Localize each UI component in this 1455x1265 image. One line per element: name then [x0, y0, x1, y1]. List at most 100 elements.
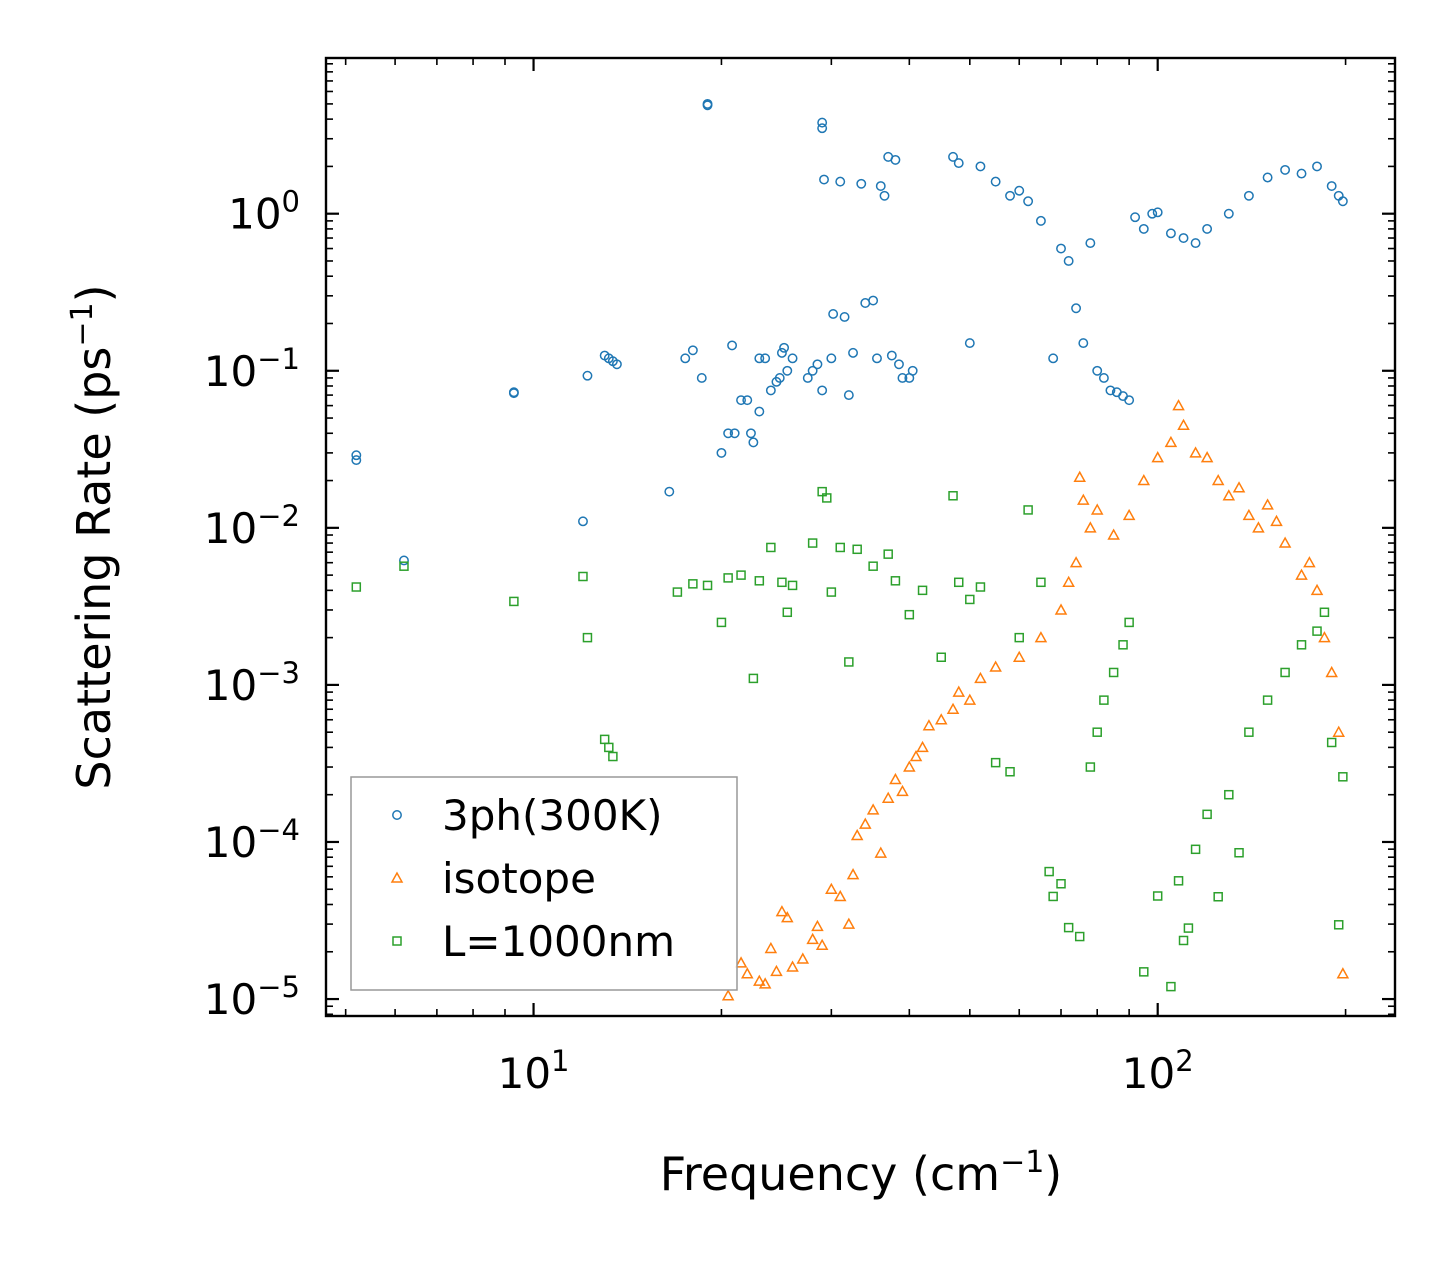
- data-point: [1262, 172, 1273, 183]
- data-point: [807, 538, 818, 548]
- data-point: [802, 373, 813, 383]
- data-point: [1333, 920, 1344, 930]
- data-point: [734, 956, 748, 968]
- data-point: [1173, 876, 1184, 886]
- data-point: [842, 917, 856, 929]
- data-point: [1023, 196, 1034, 207]
- data-point: [1152, 207, 1163, 218]
- data-point: [1023, 505, 1033, 515]
- data-point: [846, 868, 860, 880]
- data-point: [611, 359, 622, 370]
- data-point: [856, 178, 867, 189]
- y-tick-label: 10−2: [204, 499, 300, 553]
- data-point: [826, 587, 837, 597]
- data-point: [754, 406, 765, 417]
- data-point: [1337, 196, 1348, 207]
- data-point: [1130, 212, 1141, 223]
- data-point: [1074, 931, 1085, 942]
- data-point: [807, 365, 818, 376]
- data-point: [1164, 435, 1178, 448]
- data-point: [886, 350, 897, 361]
- series-l-1000nm: [351, 486, 1348, 992]
- data-point: [736, 395, 746, 406]
- data-point: [351, 582, 362, 592]
- data-point: [1177, 418, 1190, 430]
- data-point: [508, 388, 519, 399]
- data-point: [839, 312, 850, 322]
- data-point: [1063, 256, 1074, 266]
- data-point: [1318, 631, 1331, 643]
- data-point: [1099, 695, 1109, 705]
- data-point: [765, 385, 776, 396]
- data-point: [819, 174, 829, 185]
- y-tick-label: 10−4: [204, 813, 300, 867]
- data-point: [1044, 866, 1054, 877]
- data-point: [1166, 981, 1176, 992]
- data-point: [1303, 556, 1316, 568]
- data-point: [1098, 373, 1109, 383]
- data-point: [990, 176, 1001, 187]
- data-point: [963, 693, 977, 705]
- series-isotope: [721, 399, 1350, 1001]
- y-tick-label: 100: [228, 185, 300, 239]
- data-point: [1012, 650, 1026, 662]
- data-point: [1034, 631, 1048, 643]
- data-point: [578, 571, 588, 582]
- data-point: [1073, 470, 1086, 482]
- data-point: [890, 154, 901, 165]
- data-point: [1338, 772, 1348, 782]
- legend-label: L=1000nm: [442, 917, 675, 966]
- data-point: [835, 176, 846, 187]
- data-point: [975, 161, 986, 172]
- y-axis-label: Scattering Rate (ps−1): [65, 284, 121, 789]
- data-point: [1224, 789, 1234, 800]
- data-point: [835, 542, 845, 553]
- data-point: [770, 964, 783, 977]
- data-point: [1165, 228, 1176, 239]
- data-point: [1223, 208, 1234, 219]
- data-point: [1118, 640, 1128, 650]
- data-point: [1280, 667, 1290, 678]
- data-point: [1325, 665, 1338, 678]
- data-point: [1242, 508, 1256, 521]
- legend-frame: [350, 776, 738, 991]
- data-point: [1336, 967, 1350, 979]
- data-point: [702, 580, 713, 591]
- data-point: [1332, 725, 1345, 737]
- x-tick-labels: 101 102: [498, 1044, 1194, 1098]
- data-point: [1105, 385, 1116, 396]
- legend: 3ph(300K) isotope L=1000nm: [350, 776, 738, 991]
- data-point: [1244, 727, 1254, 737]
- data-point: [399, 555, 409, 566]
- x-tick-label: 102: [1122, 1044, 1194, 1098]
- data-point: [1190, 844, 1201, 855]
- legend-marker: [392, 936, 402, 946]
- data-point: [1178, 233, 1189, 243]
- data-point: [1234, 847, 1244, 858]
- data-point: [1048, 891, 1058, 902]
- data-point: [974, 671, 987, 684]
- data-point: [1107, 528, 1120, 540]
- data-point: [742, 395, 753, 406]
- data-point: [716, 447, 727, 458]
- data-point: [815, 938, 829, 951]
- data-point: [766, 542, 776, 553]
- data-point: [1152, 891, 1163, 901]
- data-point: [782, 607, 793, 618]
- data-point: [903, 760, 916, 772]
- data-point: [844, 657, 854, 667]
- data-point: [1056, 243, 1066, 254]
- data-point: [1078, 338, 1089, 349]
- data-point: [753, 974, 766, 986]
- data-point: [1139, 967, 1149, 977]
- legend-label: 3ph(300K): [442, 791, 662, 840]
- data-point: [1124, 395, 1135, 406]
- data-point: [1190, 238, 1201, 249]
- x-tick-label: 101: [498, 1044, 570, 1098]
- data-point: [1252, 521, 1265, 533]
- data-point: [786, 960, 799, 972]
- data-point: [822, 493, 832, 503]
- data-point: [351, 450, 362, 461]
- data-point: [909, 749, 923, 762]
